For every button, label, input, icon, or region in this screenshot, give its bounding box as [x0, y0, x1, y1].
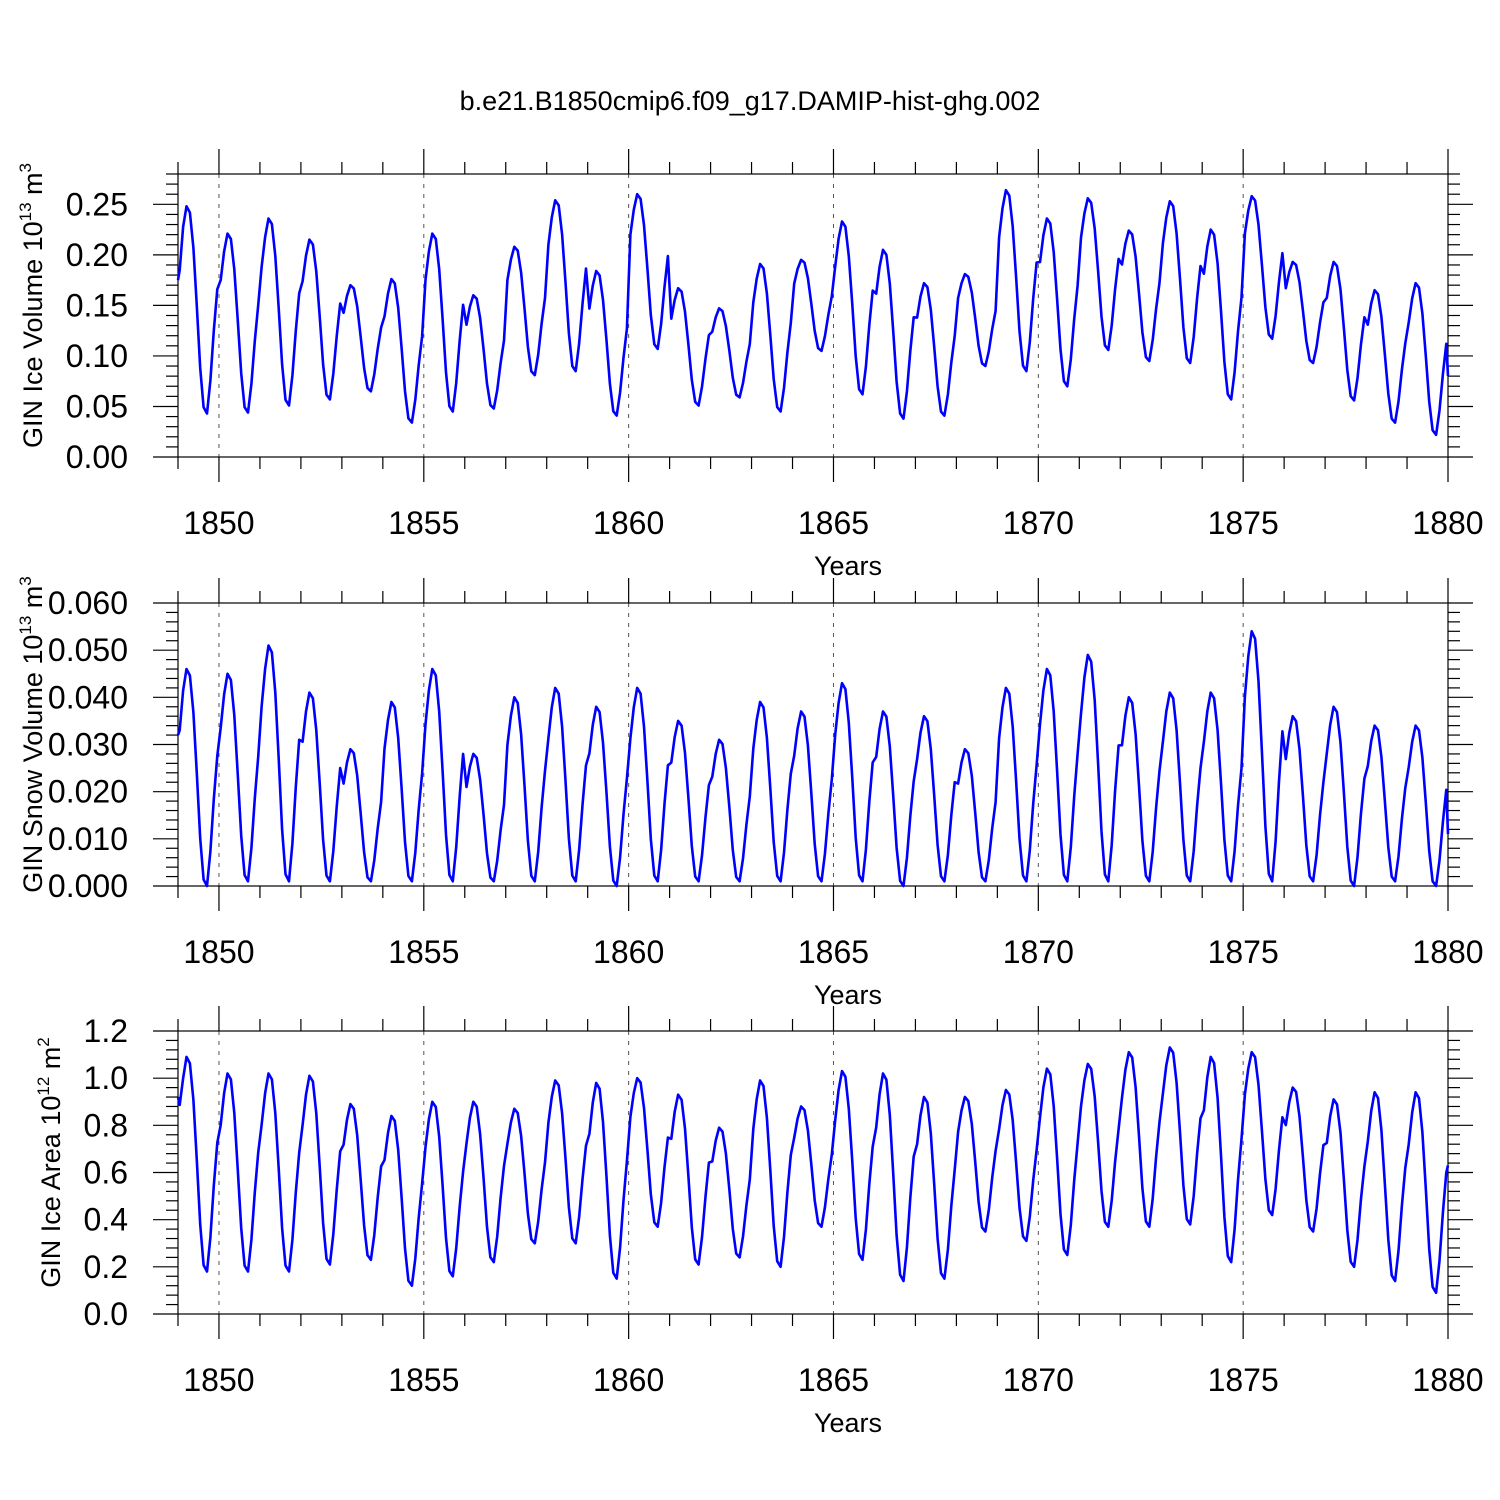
x-tick-label: 1865	[798, 934, 869, 970]
plot-frame	[177, 602, 1449, 887]
y-tick-label: 0.8	[84, 1107, 128, 1143]
y-tick-label: 0.10	[66, 338, 128, 374]
x-tick-label: 1880	[1412, 1362, 1483, 1398]
y-tick-label: 0.030	[48, 727, 128, 763]
x-tick-label: 1875	[1208, 934, 1279, 970]
y-axis-title: GIN Ice Volume 1013 m3	[16, 163, 48, 448]
y-tick-label: 0.060	[48, 585, 128, 621]
y-axis-title: GIN Snow Volume 1013 m3	[16, 576, 48, 893]
y-tick-label: 0.6	[84, 1155, 128, 1191]
y-tick-label: 0.00	[66, 439, 128, 475]
x-tick-label: 1865	[798, 505, 869, 541]
y-tick-label: 0.0	[84, 1296, 128, 1332]
y-tick-label: 0.15	[66, 287, 128, 323]
x-tick-label: 1875	[1208, 505, 1279, 541]
x-tick-label: 1855	[388, 1362, 459, 1398]
y-tick-label: 0.020	[48, 774, 128, 810]
panel-3: 1850 1855 1860 1865 1870 1875 1880 0.0 0.2 0.4 0.6…	[34, 1006, 1484, 1438]
y-tick-label: 1.2	[84, 1013, 128, 1049]
x-tick-label: 1855	[388, 934, 459, 970]
y-tick-label: 0.05	[66, 388, 128, 424]
y-tick-label: 0.4	[84, 1202, 128, 1238]
x-tick-label: 1875	[1208, 1362, 1279, 1398]
y-tick-label: 0.2	[84, 1249, 128, 1285]
x-tick-label: 1860	[593, 1362, 664, 1398]
x-tick-label: 1850	[183, 1362, 254, 1398]
series-line	[176, 1046, 1450, 1295]
y-tick-label: 0.040	[48, 679, 128, 715]
x-tick-label: 1850	[183, 934, 254, 970]
x-tick-label: 1850	[183, 505, 254, 541]
y-tick-label: 1.0	[84, 1060, 128, 1096]
x-tick-label: 1865	[798, 1362, 869, 1398]
x-axis-title: Years	[814, 551, 882, 581]
x-tick-label: 1855	[388, 505, 459, 541]
x-tick-label: 1870	[1003, 505, 1074, 541]
panel-2: 1850 1855 1860 1865 1870 1875 1880 0.000 0.010 0.…	[16, 576, 1484, 1010]
y-axis-title: GIN Ice Area 1012 m2	[34, 1037, 66, 1288]
panel-1: 1850 1855 1860 1865 1870 1875 1880 0.00 0.05 0.10…	[16, 149, 1484, 581]
x-tick-label: 1860	[593, 505, 664, 541]
figure-title: b.e21.B1850cmip6.f09_g17.DAMIP-hist-ghg.…	[460, 86, 1041, 116]
y-tick-label: 0.20	[66, 237, 128, 273]
series-line	[176, 188, 1450, 437]
x-tick-label: 1860	[593, 934, 664, 970]
y-tick-label: 0.000	[48, 868, 128, 904]
x-axis-title: Years	[814, 980, 882, 1010]
x-axis-title: Years	[814, 1408, 882, 1438]
y-tick-label: 0.25	[66, 186, 128, 222]
x-tick-label: 1880	[1412, 505, 1483, 541]
y-tick-label: 0.010	[48, 821, 128, 857]
y-tick-label: 0.050	[48, 632, 128, 668]
x-tick-label: 1880	[1412, 934, 1483, 970]
series-line	[176, 630, 1450, 888]
x-tick-label: 1870	[1003, 1362, 1074, 1398]
x-tick-label: 1870	[1003, 934, 1074, 970]
